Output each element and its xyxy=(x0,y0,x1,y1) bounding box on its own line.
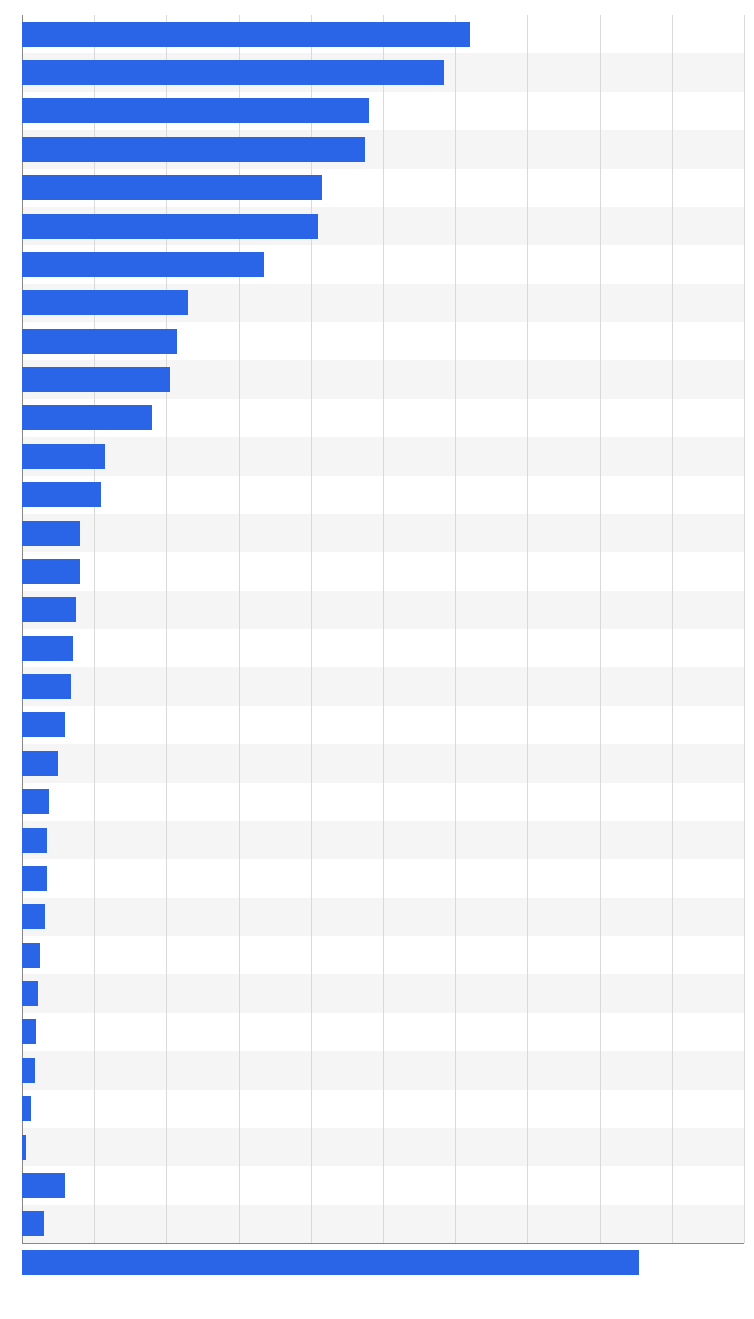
bar xyxy=(22,175,322,200)
bar xyxy=(22,137,365,162)
gridline xyxy=(600,15,601,1243)
bar xyxy=(22,1096,31,1121)
chart-container xyxy=(0,0,754,1319)
bar xyxy=(22,367,170,392)
bar xyxy=(22,329,177,354)
bar xyxy=(22,1173,65,1198)
bar xyxy=(22,98,369,123)
bar xyxy=(22,60,444,85)
bar xyxy=(22,674,71,699)
bar xyxy=(22,521,80,546)
bar xyxy=(22,1135,26,1160)
gridline xyxy=(527,15,528,1243)
gridline xyxy=(672,15,673,1243)
gridline xyxy=(744,15,745,1243)
bar xyxy=(22,405,152,430)
bar xyxy=(22,444,105,469)
bar xyxy=(22,1250,639,1275)
bar xyxy=(22,482,101,507)
bar xyxy=(22,828,47,853)
bar xyxy=(22,636,73,661)
gridline xyxy=(455,15,456,1243)
bar xyxy=(22,981,38,1006)
bar xyxy=(22,1019,36,1044)
bar xyxy=(22,789,49,814)
gridline xyxy=(383,15,384,1243)
bar xyxy=(22,866,47,891)
bar xyxy=(22,597,76,622)
bar xyxy=(22,904,45,929)
bar xyxy=(22,290,188,315)
bar xyxy=(22,214,318,239)
bar xyxy=(22,1058,35,1083)
plot-area xyxy=(22,15,744,1243)
bar xyxy=(22,751,58,776)
bar xyxy=(22,559,80,584)
bar xyxy=(22,943,40,968)
bar xyxy=(22,1211,44,1236)
x-axis xyxy=(22,1243,744,1244)
bar xyxy=(22,712,65,737)
bar xyxy=(22,22,470,47)
bar xyxy=(22,252,264,277)
